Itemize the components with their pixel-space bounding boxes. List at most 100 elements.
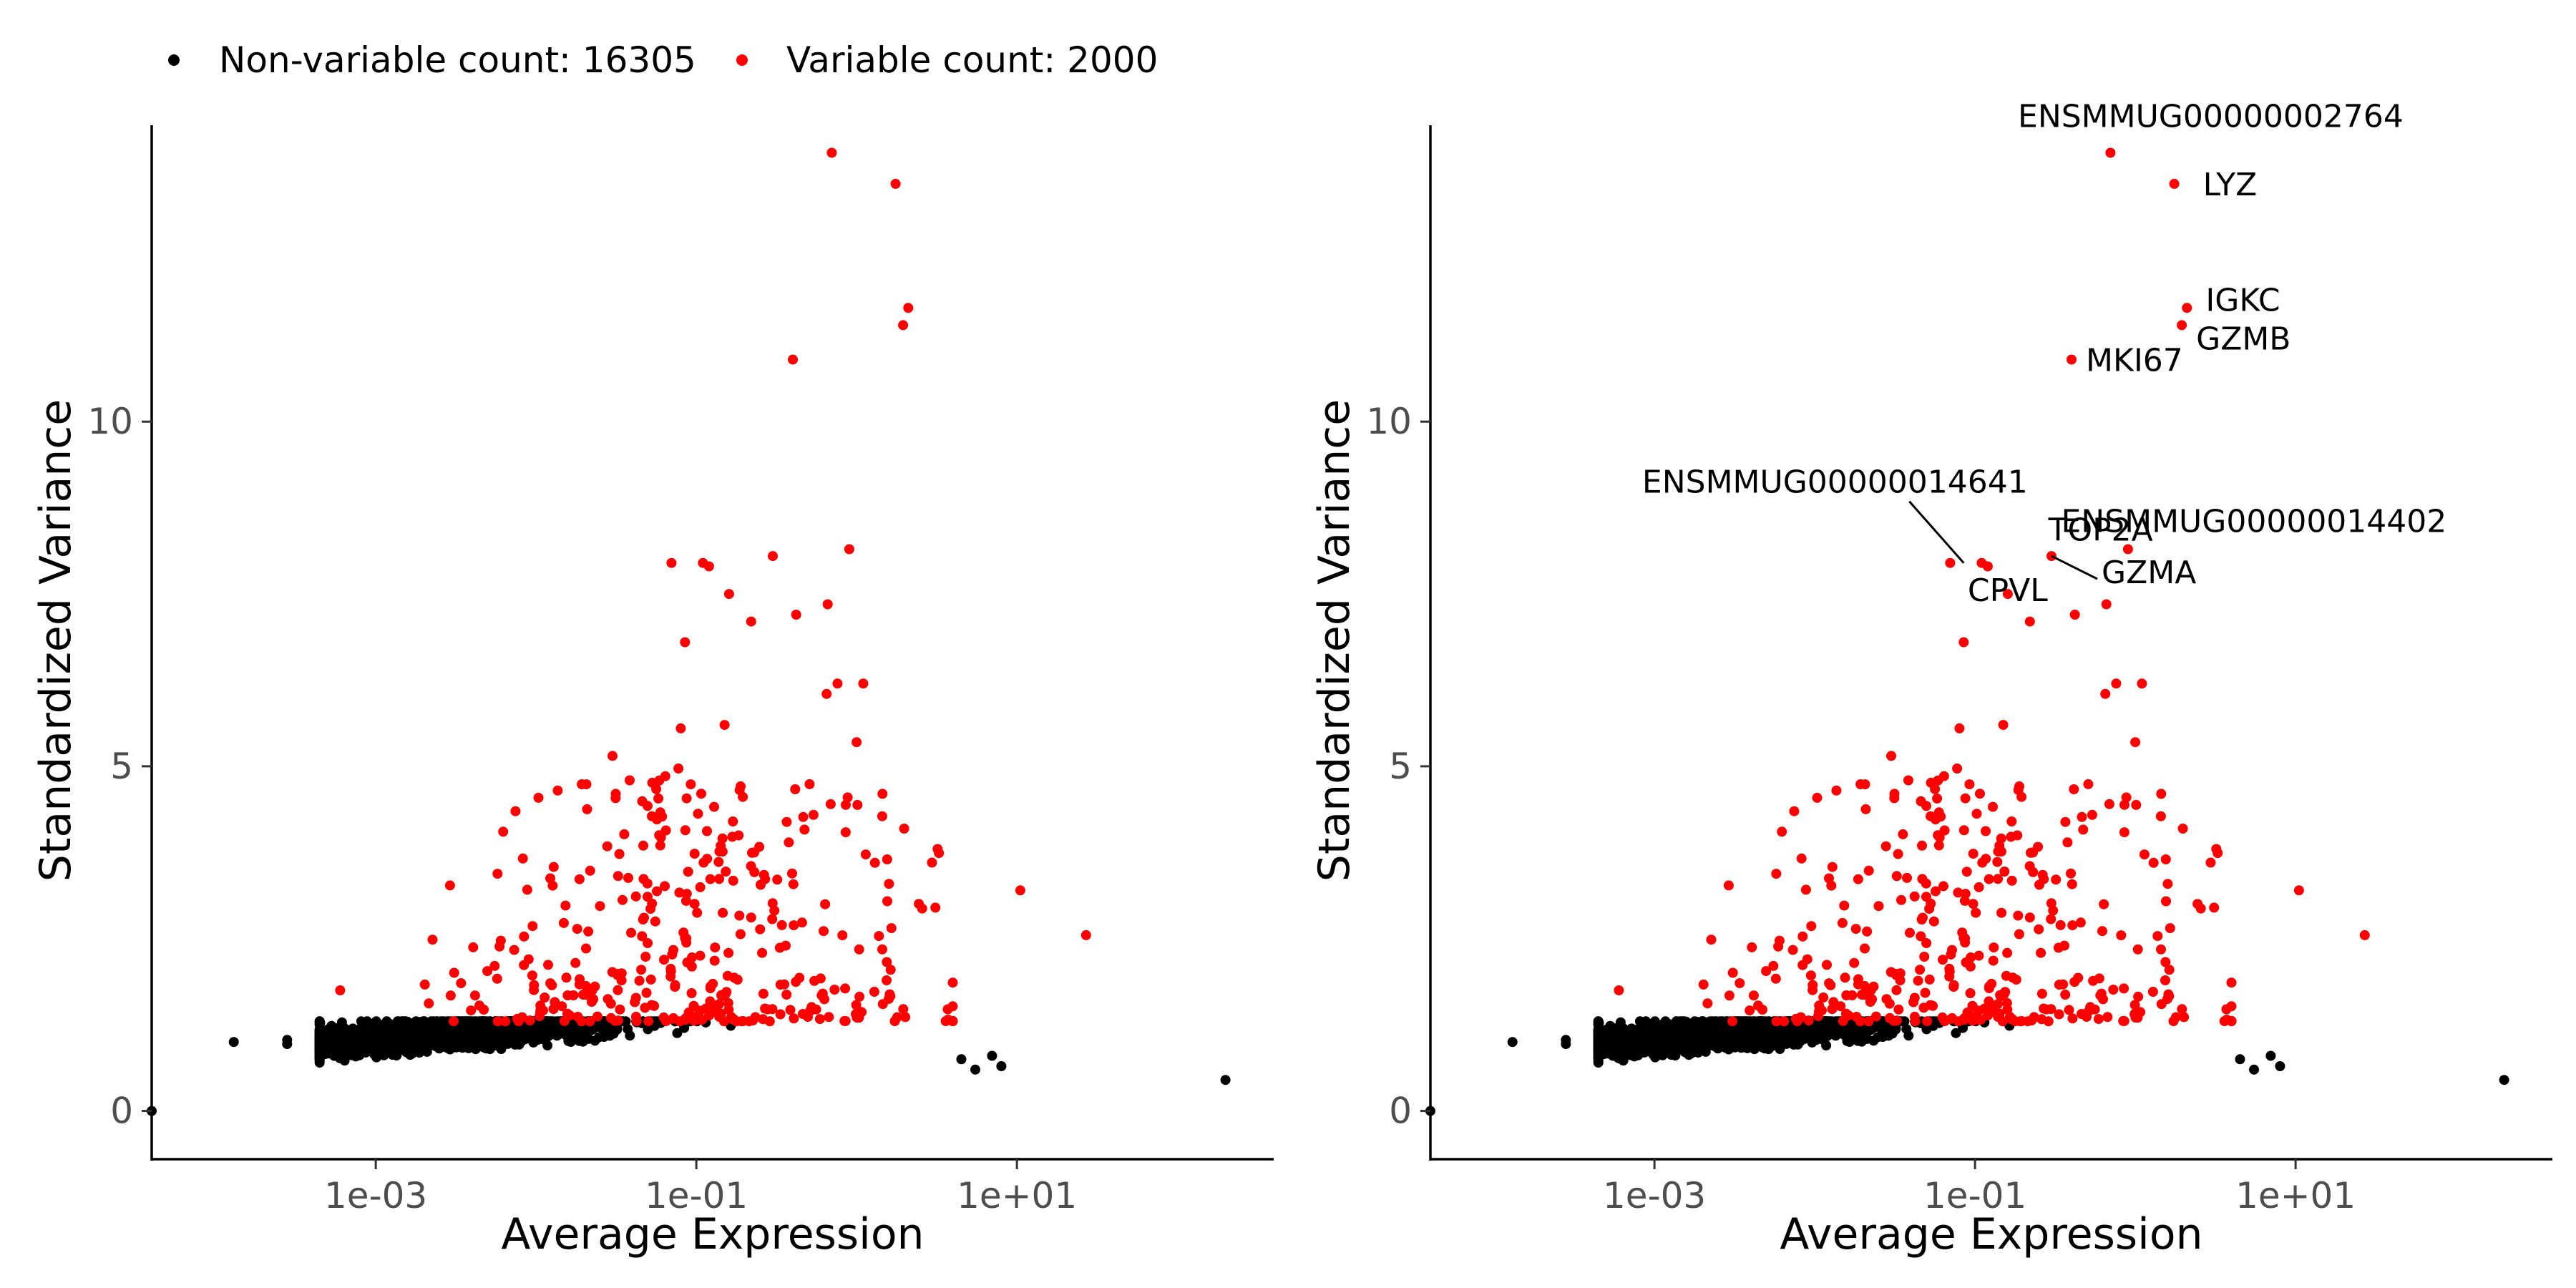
right-point-non-variable	[1593, 1053, 1604, 1063]
left-point-variable	[710, 942, 721, 953]
left-point-variable	[774, 942, 785, 953]
right-point-variable	[2195, 903, 2206, 914]
right-point-variable	[1789, 806, 1800, 816]
gene-label: GZMB	[2196, 321, 2290, 357]
left-point-variable	[613, 871, 623, 882]
gene-label: TOP2A	[2048, 512, 2153, 549]
left-point-variable	[519, 960, 530, 970]
right-point-variable	[2168, 1016, 2179, 1027]
left-point-non-variable	[282, 1035, 293, 1045]
left-point-variable	[535, 1005, 546, 1015]
left-point-variable	[840, 827, 851, 838]
left-point-non-variable	[440, 1030, 451, 1040]
left-point-variable	[545, 873, 555, 884]
right-point-variable	[1982, 561, 1993, 572]
right-point-variable	[1988, 801, 1998, 812]
right-point-variable	[1921, 892, 1931, 902]
right-point-variable	[2043, 1016, 2054, 1027]
right-point-non-variable	[1688, 1030, 1699, 1041]
right-point-variable	[1936, 811, 1946, 822]
right-y-tick-label: 0	[1389, 1091, 1412, 1132]
left-point-variable	[581, 943, 591, 954]
right-y-tick-label: 10	[1366, 401, 1412, 442]
right-point-variable	[1974, 950, 1984, 961]
gene-leader-line	[1908, 500, 1965, 564]
left-point-non-variable	[409, 1022, 420, 1033]
left-point-variable	[646, 1000, 657, 1010]
right-point-variable	[2024, 912, 2035, 923]
left-point-non-variable	[336, 1017, 347, 1028]
right-point-variable	[2067, 1013, 2078, 1024]
left-point-variable	[592, 1011, 602, 1022]
left-point-variable	[723, 997, 733, 1008]
left-point-variable	[666, 557, 677, 568]
left-point-variable	[424, 998, 434, 1009]
left-point-variable	[728, 875, 738, 886]
left-point-non-variable	[353, 1040, 364, 1050]
legend: Non-variable count: 16305 Variable count…	[168, 39, 1158, 81]
right-point-variable	[2104, 799, 2114, 809]
right-point-variable	[1849, 957, 1860, 968]
left-point-variable	[832, 678, 843, 689]
right-point-non-variable	[2275, 1061, 2285, 1071]
legend-key-variable	[736, 54, 748, 66]
right-point-variable	[1902, 872, 1912, 883]
right-point-variable	[2094, 973, 2104, 984]
right-point-non-variable	[1757, 1042, 1767, 1053]
left-point-variable	[692, 907, 703, 918]
right-point-variable	[1779, 1016, 1790, 1027]
left-point-variable	[654, 830, 665, 841]
left-point-variable	[758, 988, 769, 999]
right-point-variable	[2067, 354, 2077, 365]
right-point-variable	[1903, 775, 1913, 786]
right-point-variable	[2069, 610, 2080, 620]
left-point-variable	[634, 975, 645, 986]
left-point-variable	[510, 806, 521, 816]
left-point-variable	[614, 849, 625, 859]
gene-label: LYZ	[2203, 167, 2258, 203]
left-point-variable	[572, 924, 582, 935]
left-point-variable	[585, 1016, 595, 1027]
left-point-variable	[854, 944, 864, 955]
left-point-variable	[728, 816, 738, 826]
left-point-non-variable	[528, 1037, 539, 1048]
left-point-variable	[714, 874, 725, 884]
right-point-variable	[1938, 881, 1948, 892]
left-point-non-variable	[391, 1050, 402, 1060]
left-point-non-variable	[404, 1040, 414, 1050]
right-point-non-variable	[1593, 1028, 1604, 1038]
left-point-variable	[764, 1016, 775, 1027]
left-point-non-variable	[426, 1021, 437, 1032]
right-point-variable	[2221, 1004, 2232, 1015]
right-point-variable	[2160, 854, 2171, 864]
left-point-variable	[839, 1015, 850, 1026]
right-point-variable	[1886, 751, 1896, 761]
right-point-variable	[1988, 955, 1999, 966]
right-point-variable	[1891, 985, 1902, 995]
left-point-variable	[558, 917, 569, 928]
right-point-variable	[2002, 589, 2013, 600]
left-point-variable	[680, 825, 691, 836]
right-point-variable	[2164, 991, 2175, 1002]
right-point-non-variable	[2265, 1050, 2276, 1061]
left-point-variable	[721, 867, 731, 877]
right-point-variable	[1865, 997, 1875, 1008]
right-point-variable	[1885, 1013, 1895, 1023]
right-point-variable	[2066, 868, 2076, 879]
left-point-variable	[788, 879, 799, 889]
left-point-non-variable	[956, 1054, 967, 1065]
right-point-non-variable	[1615, 1017, 1626, 1028]
left-point-variable	[727, 831, 738, 842]
right-point-variable	[1857, 990, 1867, 1000]
left-point-variable	[772, 874, 783, 885]
left-point-non-variable	[315, 1018, 326, 1028]
right-point-variable	[1996, 907, 2007, 918]
left-point-variable	[444, 880, 455, 891]
right-point-variable	[1727, 967, 1738, 978]
left-point-variable	[886, 923, 897, 934]
left-point-non-variable	[314, 1053, 325, 1063]
left-point-variable	[519, 931, 530, 942]
right-point-variable	[1839, 900, 1850, 911]
left-point-variable	[748, 1015, 758, 1026]
left-point-variable	[686, 988, 697, 998]
